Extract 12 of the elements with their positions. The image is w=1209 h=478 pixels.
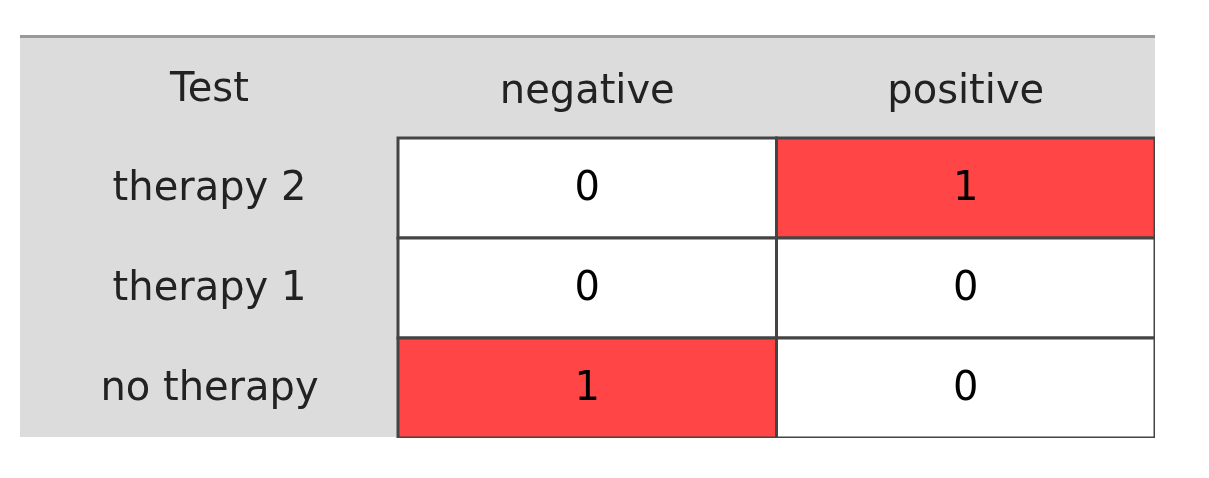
data-label: 0 xyxy=(574,163,600,209)
data-label: 0 xyxy=(574,263,600,309)
data-label: 0 xyxy=(953,363,979,409)
data-label: 1 xyxy=(953,163,979,209)
y-tick-label: therapy 1 xyxy=(112,263,307,309)
data-label: 0 xyxy=(953,263,979,309)
y-tick-label: no therapy xyxy=(100,363,319,409)
y-tick-label: therapy 2 xyxy=(112,163,307,209)
x-tick-label: positive xyxy=(887,65,1045,112)
data-label: 1 xyxy=(574,363,600,409)
y-axis-title: Test xyxy=(169,63,249,110)
x-tick-label: negative xyxy=(499,65,675,112)
